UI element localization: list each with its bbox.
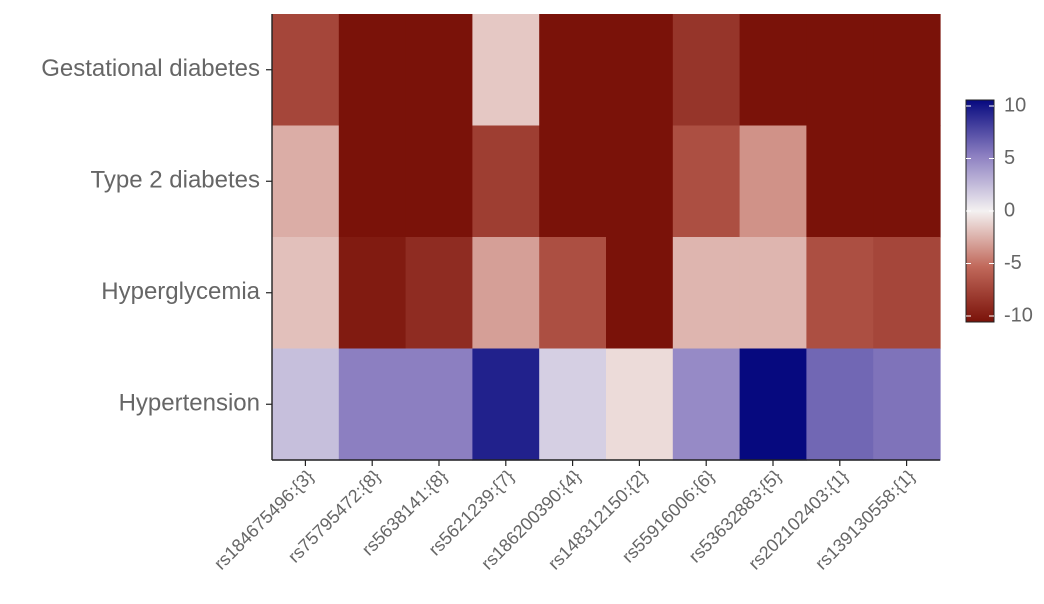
heatmap-cell — [405, 237, 473, 350]
heatmap-cell — [472, 125, 540, 238]
heatmap-cell — [739, 14, 807, 127]
heatmap-cell — [873, 348, 941, 461]
column-tick-marks — [304, 460, 908, 466]
heatmap-cell — [739, 348, 807, 461]
heatmap-cell — [539, 14, 607, 127]
heatmap-cells — [272, 14, 941, 461]
colorbar-label: 5 — [1004, 147, 1015, 169]
heatmap-cell — [806, 237, 874, 350]
heatmap-cell — [739, 125, 807, 238]
heatmap-cell — [672, 237, 741, 350]
heatmap-cell — [606, 14, 674, 127]
heatmap-cell — [405, 348, 473, 461]
heatmap-cell — [272, 237, 340, 350]
heatmap-cell — [873, 125, 941, 238]
heatmap-cell — [539, 348, 607, 461]
heatmap-cell — [472, 14, 540, 127]
heatmap-cell — [405, 14, 473, 127]
heatmap-cell — [806, 348, 874, 461]
heatmap-cell — [338, 14, 407, 127]
heatmap-cell — [272, 14, 340, 127]
row-label: Hypertension — [119, 390, 260, 417]
colorbar-labels: 10 5 0 -5 -10 — [1004, 94, 1033, 326]
heatmap-cell — [472, 237, 540, 350]
heatmap-cell — [739, 237, 807, 350]
row-label: Hyperglycemia — [101, 278, 260, 305]
heatmap-cell — [806, 125, 874, 238]
heatmap-cell — [606, 125, 674, 238]
heatmap-cell — [606, 348, 674, 461]
column-labels: rs184675496:{3}rs75795472:{8}rs5638141:{… — [210, 466, 919, 574]
heatmap-cell — [405, 125, 473, 238]
row-labels: Gestational diabetes Type 2 diabetes Hyper… — [41, 55, 260, 417]
colorbar-label: -10 — [1004, 304, 1033, 326]
heatmap-cell — [338, 125, 407, 238]
heatmap-cell — [873, 14, 941, 127]
colorbar-ticks — [966, 105, 994, 317]
colorbar-label: -5 — [1004, 252, 1022, 274]
heatmap-cell — [606, 237, 674, 350]
heatmap-cell — [472, 348, 540, 461]
heatmap-cell — [539, 125, 607, 238]
heatmap-cell — [806, 14, 874, 127]
heatmap-cell — [272, 348, 340, 461]
heatmap-cell — [873, 237, 941, 350]
row-label: Type 2 diabetes — [91, 167, 260, 194]
colorbar-label: 10 — [1004, 94, 1026, 116]
heatmap-cell — [272, 125, 340, 238]
row-label: Gestational diabetes — [41, 55, 260, 82]
heatmap-cell — [338, 237, 407, 350]
heatmap-cell — [338, 348, 407, 461]
row-tick-marks — [266, 69, 272, 405]
heatmap-cell — [672, 348, 741, 461]
heatmap-cell — [672, 125, 741, 238]
heatmap-cell — [672, 14, 741, 127]
heatmap-cell — [539, 237, 607, 350]
colorbar-label: 0 — [1004, 199, 1015, 221]
